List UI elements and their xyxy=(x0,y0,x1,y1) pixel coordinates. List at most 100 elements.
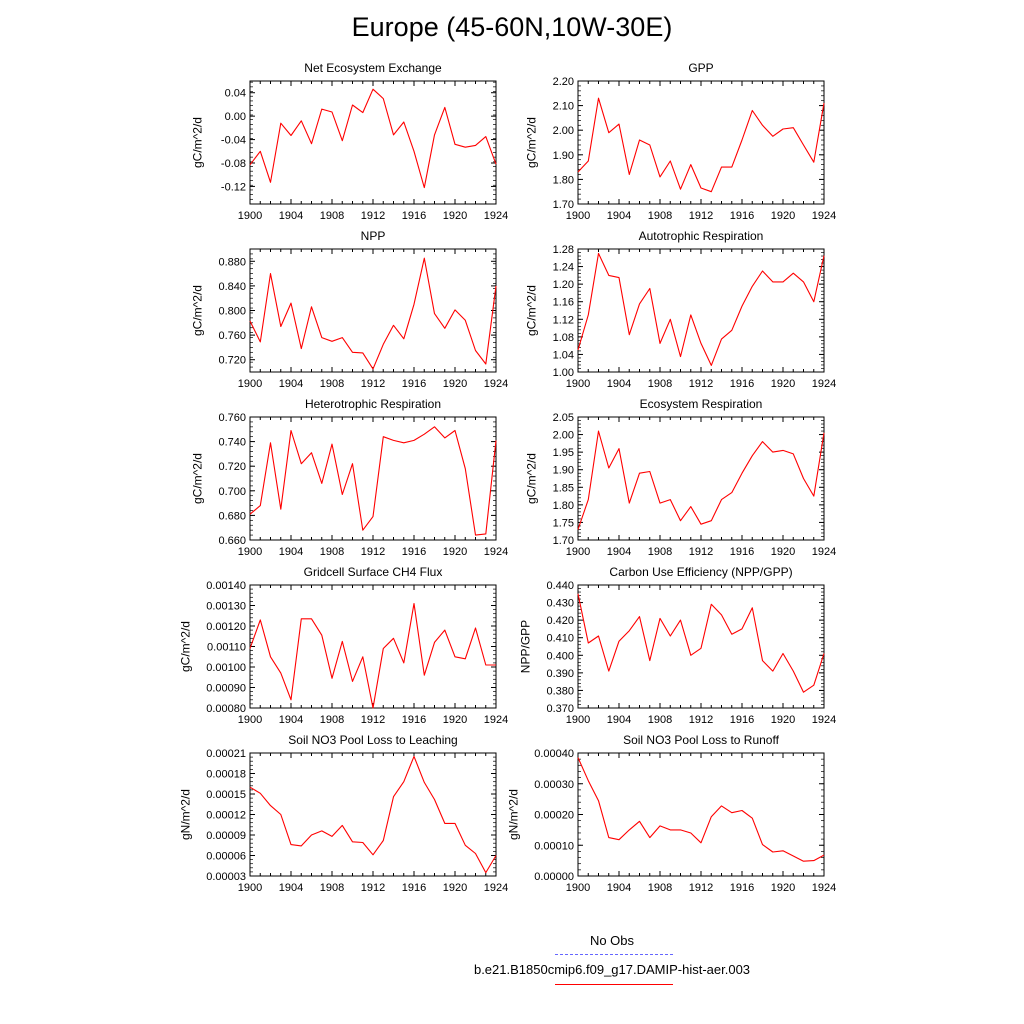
x-tick-label: 1900 xyxy=(566,714,590,726)
y-tick-label: 0.00000 xyxy=(534,871,574,883)
x-tick-label: 1908 xyxy=(648,378,672,390)
y-tick-label: 1.20 xyxy=(553,279,574,291)
x-tick-label: 1904 xyxy=(279,210,303,222)
legend-label-obs: No Obs xyxy=(589,933,635,948)
x-tick-label: 1900 xyxy=(566,378,590,390)
x-tick-label: 1924 xyxy=(484,882,508,894)
series-line xyxy=(577,430,825,530)
series-line xyxy=(577,97,825,193)
chart-panel-2: 1900 1904 1908 1912 1916 1920 1924 2.20 2.10 2.00… xyxy=(525,61,837,222)
plot-frame xyxy=(577,752,825,877)
y-tick-label: 0.00120 xyxy=(206,621,246,633)
y-tick-label: 0.04 xyxy=(225,88,246,100)
x-tick-label: 1916 xyxy=(730,546,754,558)
y-tick-label: 1.24 xyxy=(553,262,574,274)
x-tick-label: 1908 xyxy=(320,378,344,390)
x-tick-label: 1924 xyxy=(812,546,836,558)
legend-label-model: b.e21.B1850cmip6.f09_g17.DAMIP-hist-aer.… xyxy=(473,962,751,977)
x-tick-label: 1908 xyxy=(648,882,672,894)
x-tick-label: 1900 xyxy=(566,210,590,222)
y-tick-label: 0.800 xyxy=(218,306,246,318)
x-tick-label: 1904 xyxy=(607,378,631,390)
legend-line-obs xyxy=(555,954,673,955)
y-tick-label: 0.00030 xyxy=(534,779,574,791)
panel-title: NPP xyxy=(361,229,386,243)
y-axis-label: gN/m^2/d xyxy=(178,789,192,840)
y-tick-label: 0.700 xyxy=(218,486,246,498)
x-tick-label: 1904 xyxy=(279,882,303,894)
y-tick-label: 0.740 xyxy=(218,437,246,449)
x-tick-label: 1916 xyxy=(730,714,754,726)
x-tick-label: 1916 xyxy=(730,378,754,390)
x-tick-label: 1912 xyxy=(361,882,385,894)
y-tick-label: 0.00012 xyxy=(206,810,246,822)
y-tick-label: 0.380 xyxy=(546,685,574,697)
x-tick-label: 1920 xyxy=(771,210,795,222)
chart-panel-5: 1900 1904 1908 1912 1916 1920 1924 0.760 0.740 0.… xyxy=(191,397,509,558)
series-line xyxy=(577,593,825,693)
y-tick-label: 0.420 xyxy=(546,615,574,627)
legend-line-model xyxy=(555,984,673,985)
y-tick-label: 2.10 xyxy=(553,101,574,113)
chart-panel-3: 1900 1904 1908 1912 1916 1920 1924 0.880 0.840 0.… xyxy=(191,229,509,390)
y-tick-label: 0.440 xyxy=(546,580,574,592)
x-tick-label: 1916 xyxy=(730,210,754,222)
x-tick-label: 1904 xyxy=(607,210,631,222)
y-tick-label: 0.660 xyxy=(218,535,246,547)
y-tick-label: 1.80 xyxy=(553,174,574,186)
y-axis-label: gC/m^2/d xyxy=(191,285,205,336)
y-tick-label: 2.00 xyxy=(553,125,574,137)
panel-title: Autotrophic Respiration xyxy=(639,229,764,243)
y-tick-label: 0.00140 xyxy=(206,580,246,592)
y-tick-label: 1.00 xyxy=(553,367,574,379)
y-tick-label: 1.04 xyxy=(553,349,574,361)
figure-title: Europe (45-60N,10W-30E) xyxy=(351,12,673,42)
x-tick-label: 1900 xyxy=(238,882,262,894)
x-tick-label: 1912 xyxy=(689,210,713,222)
panel-title: Ecosystem Respiration xyxy=(640,397,763,411)
y-tick-label: 1.70 xyxy=(553,199,574,211)
x-tick-label: 1912 xyxy=(361,714,385,726)
x-tick-label: 1912 xyxy=(689,378,713,390)
x-tick-label: 1900 xyxy=(566,882,590,894)
x-tick-label: 1900 xyxy=(566,546,590,558)
x-tick-label: 1920 xyxy=(771,882,795,894)
panel-title: Soil NO3 Pool Loss to Leaching xyxy=(288,733,457,747)
x-tick-label: 1908 xyxy=(320,714,344,726)
x-tick-label: 1908 xyxy=(320,210,344,222)
y-tick-label: 2.20 xyxy=(553,76,574,88)
y-tick-label: 0.00020 xyxy=(534,810,574,822)
y-tick-label: 0.720 xyxy=(218,461,246,473)
y-tick-label: 0.760 xyxy=(218,412,246,424)
y-tick-label: 1.28 xyxy=(553,244,574,256)
y-tick-label: 0.00018 xyxy=(206,769,246,781)
y-tick-label: 1.70 xyxy=(553,535,574,547)
panel-title: GPP xyxy=(688,61,713,75)
y-tick-label: -0.12 xyxy=(221,181,246,193)
y-tick-label: 0.00100 xyxy=(206,662,246,674)
x-tick-label: 1900 xyxy=(238,714,262,726)
y-tick-label: 1.80 xyxy=(553,500,574,512)
y-tick-label: 0.00080 xyxy=(206,703,246,715)
y-tick-label: 0.400 xyxy=(546,650,574,662)
y-tick-label: 0.390 xyxy=(546,668,574,680)
y-axis-label: gC/m^2/d xyxy=(525,285,539,336)
x-tick-label: 1900 xyxy=(238,210,262,222)
x-tick-label: 1920 xyxy=(443,378,467,390)
series-line xyxy=(249,426,497,536)
y-tick-label: 0.00 xyxy=(225,111,246,123)
y-tick-label: 0.410 xyxy=(546,633,574,645)
plot-frame xyxy=(577,248,825,373)
y-axis-label: NPP/GPP xyxy=(519,620,533,673)
series-line xyxy=(249,755,497,874)
y-tick-label: 1.16 xyxy=(553,297,574,309)
y-tick-label: 0.00090 xyxy=(206,683,246,695)
y-tick-label: 1.95 xyxy=(553,447,574,459)
y-tick-label: 0.370 xyxy=(546,703,574,715)
x-tick-label: 1916 xyxy=(730,882,754,894)
x-tick-label: 1904 xyxy=(607,714,631,726)
y-tick-label: 0.00040 xyxy=(534,748,574,760)
x-tick-label: 1920 xyxy=(771,546,795,558)
x-tick-label: 1924 xyxy=(812,882,836,894)
x-tick-label: 1908 xyxy=(648,210,672,222)
